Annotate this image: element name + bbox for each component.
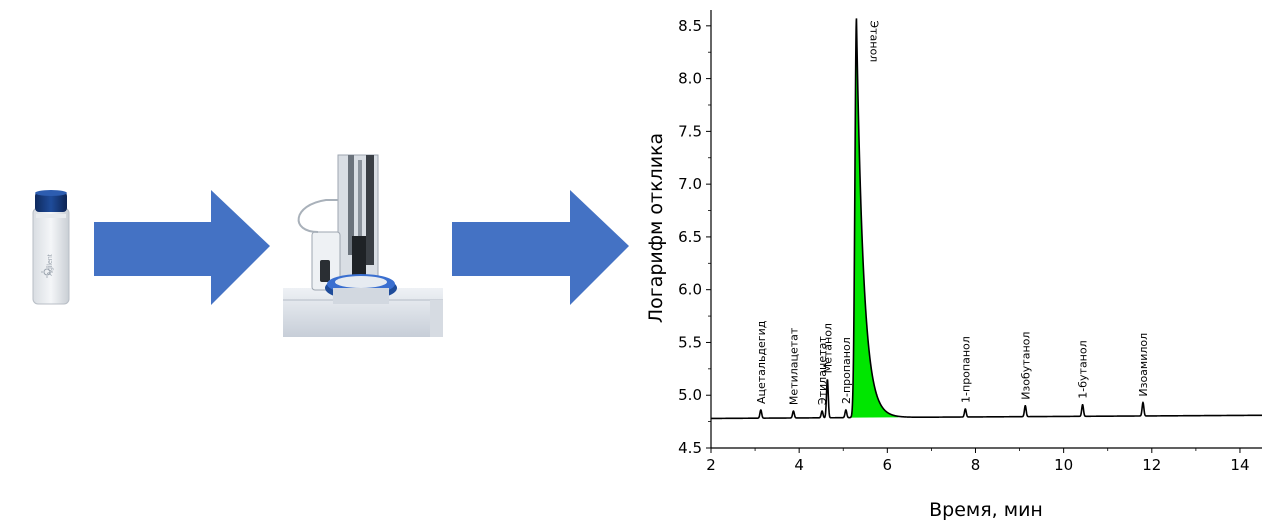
- y-tick-label: 8.0: [678, 70, 702, 88]
- y-tick-label: 4.5: [678, 439, 702, 457]
- process-arrow-2: [452, 190, 629, 305]
- x-axis-label: Время, мин: [929, 499, 1043, 521]
- peak-label: Этилацетат: [816, 336, 829, 405]
- sample-vial-image: Agilent: [32, 190, 70, 305]
- peak-label: Метанол: [821, 323, 834, 373]
- vial-brand-text: Agilent: [47, 254, 54, 275]
- y-tick-label: 6.5: [678, 228, 702, 246]
- y-tick-label: 8.5: [678, 17, 702, 35]
- peak-label: 1-бутанол: [1077, 340, 1090, 398]
- sun-logo-icon: [41, 266, 53, 278]
- peak-label: Метилацетат: [787, 327, 800, 405]
- y-tick-label: 6.0: [678, 281, 702, 299]
- peak-label: 2-пропанол: [840, 337, 853, 404]
- process-arrow-1: [94, 190, 270, 305]
- y-tick-label: 7.5: [678, 122, 702, 140]
- y-tick-label: 5.0: [678, 386, 702, 404]
- x-tick-label: 8: [971, 456, 981, 474]
- x-tick-label: 12: [1142, 456, 1161, 474]
- chromatogram-chart: 4.5 5.0 5.5 6.0 6.5 7.0 7.5 8.0 8.5 2 4 6 8 10 12 14 Ац…: [645, 10, 1262, 521]
- y-axis-label: Логарифм отклика: [645, 133, 667, 323]
- y-tick-label: 7.0: [678, 175, 702, 193]
- peak-label: Этанол: [867, 20, 880, 62]
- x-tick-label: 10: [1054, 456, 1073, 474]
- y-tick-label: 5.5: [678, 333, 702, 351]
- peak-label: Ацетальдегид: [755, 320, 768, 404]
- peak-label: Изобутанол: [1019, 332, 1032, 400]
- peak-label: Изоамилол: [1137, 333, 1150, 397]
- x-tick-label: 14: [1230, 456, 1249, 474]
- x-tick-label: 6: [883, 456, 893, 474]
- peak-label: 1-пропанол: [959, 336, 972, 403]
- x-tick-label: 2: [706, 456, 716, 474]
- chromatogram-trace: [711, 18, 1262, 420]
- gc-autosampler-image: [283, 154, 443, 337]
- x-tick-label: 4: [794, 456, 804, 474]
- ethanol-peak-fill: [851, 18, 899, 418]
